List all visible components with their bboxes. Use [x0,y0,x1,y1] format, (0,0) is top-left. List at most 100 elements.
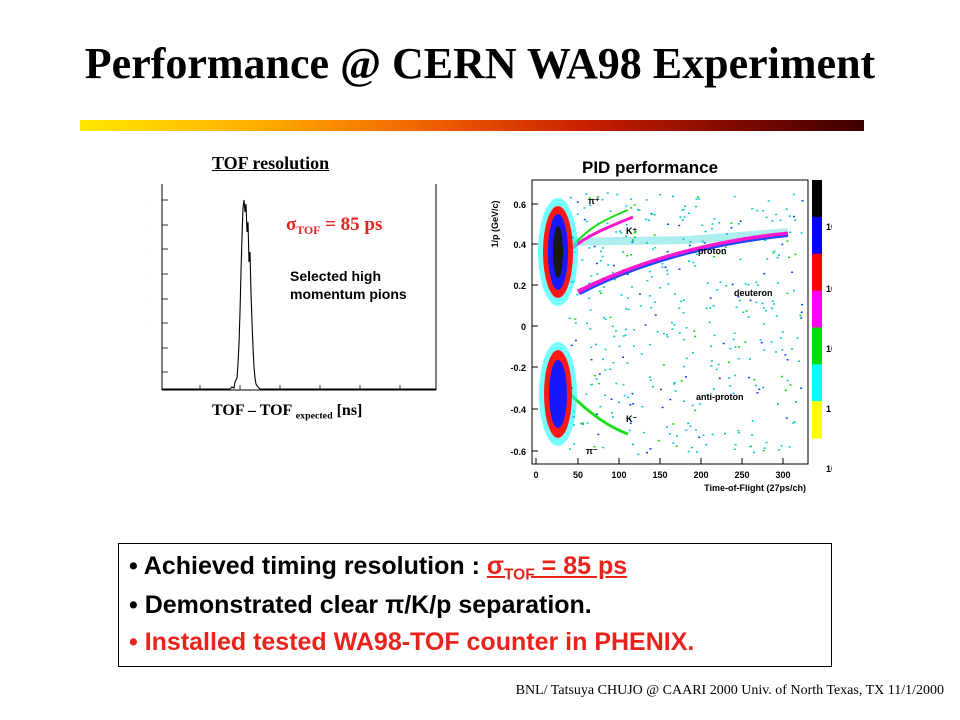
scatter-dot [606,222,609,224]
pid-x-tick-label: 150 [652,470,667,480]
scatter-dot [662,364,665,366]
scatter-dot [597,433,600,436]
scatter-dot [765,216,768,219]
colorbar-segment [812,290,822,328]
svg-text:.: . [146,247,147,253]
scatter-dot [681,209,684,211]
scatter-dot [603,316,605,319]
pid-x-tick-label: 250 [734,470,749,480]
scatter-dot [602,358,604,361]
scatter-dot [619,230,622,232]
scatter-dot [639,305,642,307]
scatter-dot [591,383,593,386]
scatter-dot [753,378,756,381]
svg-text:.: . [146,321,147,327]
scatter-dot [590,275,593,277]
scatter-dot [794,219,797,221]
svg-text:.: . [146,297,147,303]
scatter-dot [705,307,708,310]
scatter-dot [611,412,613,414]
scatter-dot [667,283,670,285]
scatter-dot [701,240,704,242]
scatter-dot [645,218,648,221]
scatter-dot [692,261,695,264]
scatter-dot [574,322,577,324]
scatter-dot [737,295,740,298]
scatter-dot [759,339,762,341]
scatter-dot [800,317,803,319]
scatter-dot [698,198,701,200]
slide-title: Performance @ CERN WA98 Experiment [84,39,876,88]
scatter-dot [612,264,615,267]
scatter-dot [716,289,719,291]
bullet1-sigma: σ [486,552,504,580]
scatter-dot [688,260,691,262]
scatter-dot [666,250,669,253]
slide-footer: BNL/ Tatsuya CHUJO @ CAARI 2000 Univ. of… [515,683,944,698]
scatter-dot [717,363,720,366]
scatter-dot [650,306,653,309]
scatter-dot [637,453,640,456]
scatter-dot [604,369,607,371]
scatter-dot [620,294,623,296]
scatter-dot [788,215,791,217]
scatter-dot [634,236,636,239]
scatter-dot [694,429,697,431]
scatter-dot [683,400,685,402]
sigma-value: = 85 ps [320,214,383,235]
scatter-dot [629,422,632,425]
scatter-dot [703,242,706,244]
scatter-dot [770,341,773,343]
scatter-dot [598,373,601,375]
scatter-dot [631,286,633,288]
colorbar-tick-label: 10⁻¹ [826,464,832,474]
colorbar-segment [812,327,822,365]
bullet2-text: Demonstrated clear π/K/p separation. [144,591,592,619]
scatter-dot [585,220,588,223]
scatter-dot [784,354,787,356]
scatter-dot [762,210,765,212]
scatter-dot [789,231,792,233]
scatter-dot [634,231,637,233]
scatter-dot [762,307,765,309]
scatter-dot [598,290,601,292]
bullet1-sub: TOF [503,566,535,584]
scatter-dot [733,448,736,450]
scatter-dot [728,361,730,363]
scatter-dot [695,205,697,208]
scatter-dot [691,351,694,354]
bullet3-text: Installed tested WA98-TOF counter in PHE… [144,628,695,656]
scatter-dot [776,256,779,259]
scatter-dot [620,232,623,234]
scatter-dot [661,263,664,265]
scatter-dot [695,253,698,255]
scatter-dot [758,388,761,391]
scatter-dot [576,201,579,203]
pid-y-tick-label: 0.6 [513,200,526,210]
scatter-dot [788,256,791,259]
scatter-dot [792,193,795,196]
scatter-dot [675,445,678,447]
scatter-dot [660,388,662,391]
colorbar-segment [812,216,822,255]
scatter-dot [659,193,662,196]
scatter-dot [696,451,699,453]
scatter-dot [604,318,607,320]
scatter-dot [631,392,634,395]
scatter-dot [588,297,591,300]
scatter-dot [581,422,584,424]
scatter-dot [778,449,781,451]
scatter-dot [706,282,709,284]
tof-histogram: ... ... [146,184,437,391]
scatter-dot [690,446,693,449]
scatter-dot [573,424,575,426]
scatter-dot [766,258,769,260]
summary-box: • Achieved timing resolution : σTOF = 85… [118,543,832,667]
colorbar-segment [812,364,822,402]
scatter-dot [684,376,687,378]
scatter-dot [710,360,713,362]
scatter-dot [643,431,646,434]
scatter-dot [732,338,735,341]
scatter-dot [611,416,614,418]
